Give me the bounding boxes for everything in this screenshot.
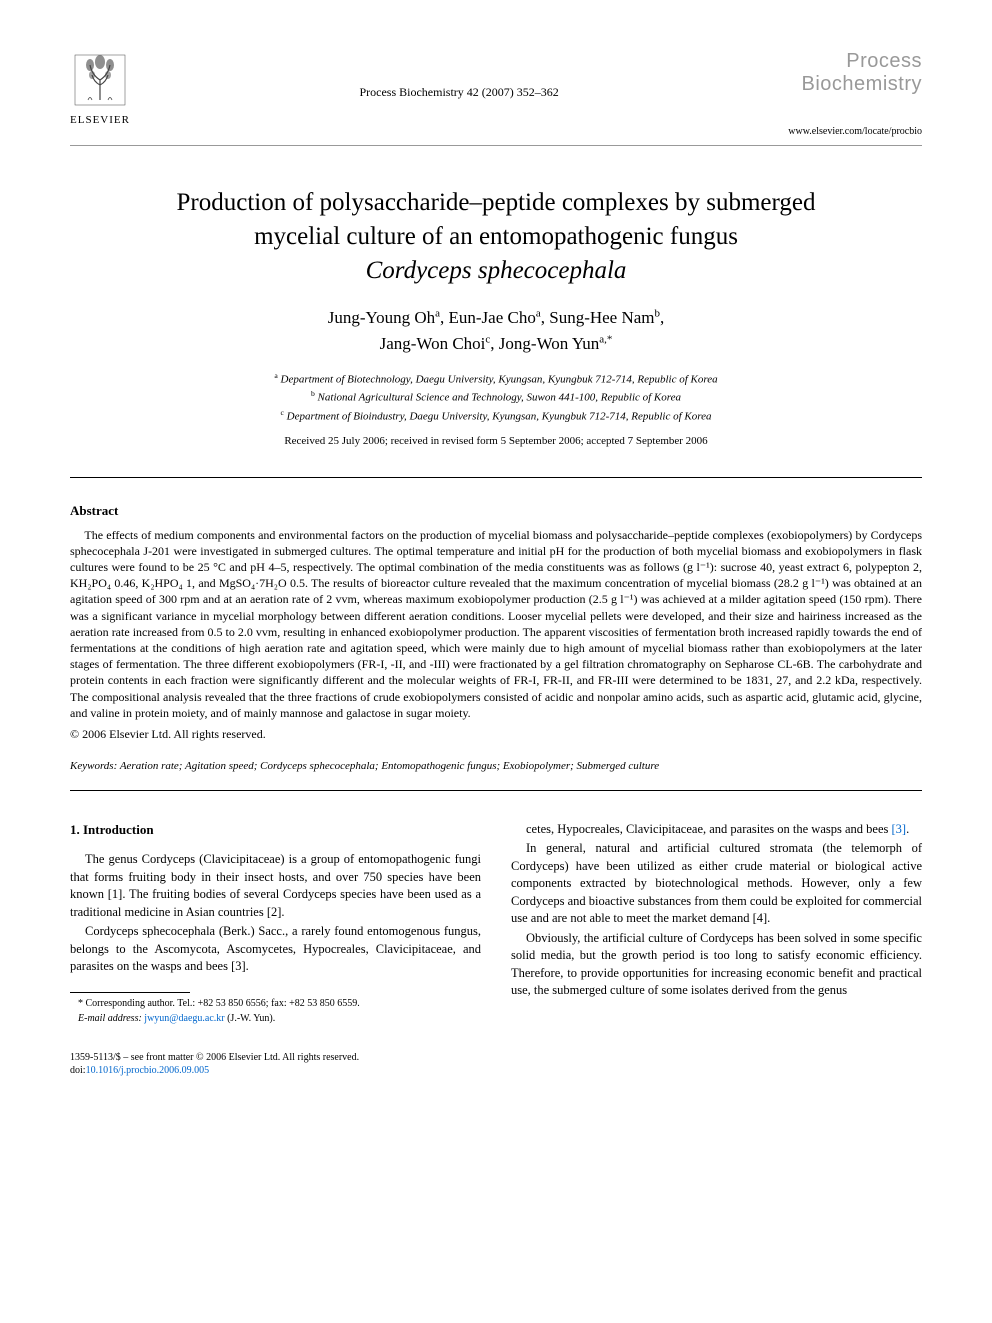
affiliation: a Department of Biotechnology, Daegu Uni…	[70, 370, 922, 388]
footnote-separator	[70, 992, 190, 993]
publisher-name: ELSEVIER	[70, 114, 130, 126]
journal-brand-block: Process Biochemistry www.elsevier.com/lo…	[788, 50, 922, 137]
body-paragraph: Cordyceps sphecocephala (Berk.) Sacc., a…	[70, 923, 481, 976]
author: Jong-Won Yuna,*	[499, 334, 613, 353]
abstract-section: Abstract The effects of medium component…	[70, 503, 922, 742]
page-container: ELSEVIER Process Biochemistry 42 (2007) …	[0, 0, 992, 1117]
doi-label: doi:	[70, 1065, 86, 1076]
footer-doi: doi:10.1016/j.procbio.2006.09.005	[70, 1064, 922, 1077]
body-paragraph: The genus Cordyceps (Clavicipitaceae) is…	[70, 851, 481, 921]
page-header: ELSEVIER Process Biochemistry 42 (2007) …	[70, 50, 922, 146]
keywords-section: Keywords: Aeration rate; Agitation speed…	[70, 760, 922, 772]
author: Eun-Jae Choa	[449, 308, 541, 327]
page-footer: 1359-5113/$ – see front matter © 2006 El…	[70, 1051, 922, 1077]
body-paragraph: Obviously, the artificial culture of Cor…	[511, 930, 922, 1000]
keywords-label: Keywords:	[70, 760, 117, 772]
authors-list: Jung-Young Oha, Eun-Jae Choa, Sung-Hee N…	[70, 305, 922, 356]
abstract-copyright: © 2006 Elsevier Ltd. All rights reserved…	[70, 727, 922, 742]
citation-link[interactable]: [3]	[891, 822, 906, 836]
email-footnote: E-mail address: jwyun@daegu.ac.kr (J.-W.…	[70, 1012, 481, 1025]
journal-brand-line2: Biochemistry	[788, 73, 922, 96]
affiliations-list: a Department of Biotechnology, Daegu Uni…	[70, 370, 922, 424]
title-line-3-species: Cordyceps sphecocephala	[366, 257, 627, 284]
introduction-heading: 1. Introduction	[70, 821, 481, 839]
email-label: E-mail address:	[78, 1013, 142, 1024]
author: Jang-Won Choic	[380, 334, 491, 353]
body-paragraph: cetes, Hypocreales, Clavicipitaceae, and…	[511, 821, 922, 839]
body-paragraph: In general, natural and artificial cultu…	[511, 840, 922, 928]
publisher-logo-block: ELSEVIER	[70, 50, 130, 126]
journal-citation: Process Biochemistry 42 (2007) 352–362	[130, 50, 788, 100]
affiliation: b National Agricultural Science and Tech…	[70, 388, 922, 406]
article-dates: Received 25 July 2006; received in revis…	[70, 435, 922, 447]
divider-line	[70, 790, 922, 791]
journal-brand-line1: Process	[788, 50, 922, 73]
journal-url: www.elsevier.com/locate/procbio	[788, 126, 922, 137]
corresponding-author-footnote: * Corresponding author. Tel.: +82 53 850…	[70, 997, 481, 1010]
affiliation: c Department of Bioindustry, Daegu Unive…	[70, 407, 922, 425]
abstract-text: The effects of medium components and env…	[70, 527, 922, 721]
abstract-heading: Abstract	[70, 503, 922, 519]
body-two-column: 1. Introduction The genus Cordyceps (Cla…	[70, 821, 922, 1027]
footer-copyright: 1359-5113/$ – see front matter © 2006 El…	[70, 1051, 922, 1064]
email-link[interactable]: jwyun@daegu.ac.kr	[144, 1013, 224, 1024]
email-person: (J.-W. Yun).	[227, 1013, 275, 1024]
article-title: Production of polysaccharide–peptide com…	[70, 186, 922, 287]
title-line-1: Production of polysaccharide–peptide com…	[177, 189, 816, 216]
keywords-text: Aeration rate; Agitation speed; Cordycep…	[120, 760, 659, 772]
elsevier-tree-icon	[70, 50, 130, 110]
divider-line	[70, 477, 922, 478]
title-line-2: mycelial culture of an entomopathogenic …	[254, 223, 738, 250]
author: Sung-Hee Namb	[549, 308, 660, 327]
author: Jung-Young Oha	[328, 308, 440, 327]
doi-link[interactable]: 10.1016/j.procbio.2006.09.005	[86, 1065, 210, 1076]
